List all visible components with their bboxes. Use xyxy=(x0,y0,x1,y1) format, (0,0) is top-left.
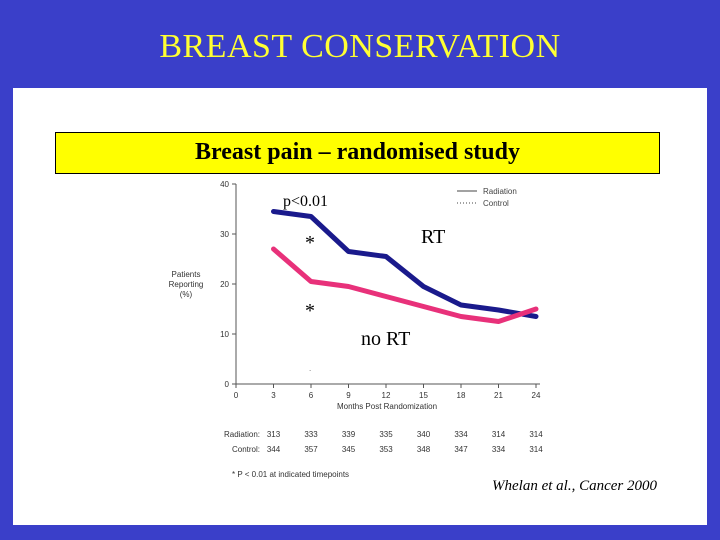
legend-radiation-label: Radiation xyxy=(483,187,517,196)
x-tick-label: 15 xyxy=(419,391,428,400)
table-cell: 344 xyxy=(267,445,281,454)
table-cell: 334 xyxy=(454,430,468,439)
x-tick-label: 12 xyxy=(382,391,391,400)
table-cell: 339 xyxy=(342,430,356,439)
x-tick-label: 24 xyxy=(532,391,541,400)
rt-label: RT xyxy=(421,226,445,248)
y-tick-label: 40 xyxy=(220,180,229,189)
x-tick-label: 6 xyxy=(309,391,314,400)
table-cell: 333 xyxy=(304,430,318,439)
table-cell: 335 xyxy=(379,430,393,439)
x-ticks: 0 3 6 9 12 15 18 21 24 xyxy=(234,384,541,400)
slide-title: BREAST CONSERVATION xyxy=(159,28,561,65)
table-cell: 334 xyxy=(492,445,506,454)
y-tick-label: 10 xyxy=(220,330,229,339)
table-cell: 348 xyxy=(417,445,431,454)
y-axis-label-line-1: Patients xyxy=(172,270,201,279)
footnote: * P < 0.01 at indicated timepoints xyxy=(232,470,349,479)
star-annotation-upper: * xyxy=(305,232,315,254)
table-cell: 314 xyxy=(529,445,543,454)
table-cell: 357 xyxy=(304,445,318,454)
p-value-annotation: p<0.01 xyxy=(283,193,328,210)
table-cell: 340 xyxy=(417,430,431,439)
y-tick-label: 0 xyxy=(225,380,230,389)
table-cell: 314 xyxy=(529,430,543,439)
table-cell: 313 xyxy=(267,430,281,439)
series-line-control xyxy=(271,246,539,324)
y-tick-label: 30 xyxy=(220,230,229,239)
banner-box xyxy=(55,132,660,174)
patient-count-table: Radiation: 313 333 339 335 340 334 314 314 Contro… xyxy=(224,430,543,454)
table-cell: 314 xyxy=(492,430,506,439)
citation: Whelan et al., Cancer 2000 xyxy=(492,478,657,494)
x-tick-label: 18 xyxy=(457,391,466,400)
no-rt-label: no RT xyxy=(361,328,410,350)
table-row-label: Control: xyxy=(232,445,260,454)
x-tick-label: 0 xyxy=(234,391,239,400)
x-tick-label: 21 xyxy=(494,391,503,400)
table-cell: 345 xyxy=(342,445,356,454)
table-row-label: Radiation: xyxy=(224,430,260,439)
x-axis-label: Months Post Randomization xyxy=(337,402,437,411)
star-annotation-lower: * xyxy=(305,300,315,322)
faint-mark: . xyxy=(309,364,311,373)
y-ticks: 0 10 20 30 40 xyxy=(220,180,236,389)
y-tick-label: 20 xyxy=(220,280,229,289)
banner-text: Breast pain – randomised study xyxy=(195,139,520,165)
x-tick-label: 9 xyxy=(346,391,351,400)
table-cell: 347 xyxy=(454,445,468,454)
y-axis-label-line-2: Reporting xyxy=(169,280,204,289)
series-line-radiation xyxy=(271,209,539,319)
table-cell: 353 xyxy=(379,445,393,454)
x-tick-label: 3 xyxy=(271,391,276,400)
y-axis-label-line-3: (%) xyxy=(180,290,193,299)
legend-control-label: Control xyxy=(483,199,509,208)
